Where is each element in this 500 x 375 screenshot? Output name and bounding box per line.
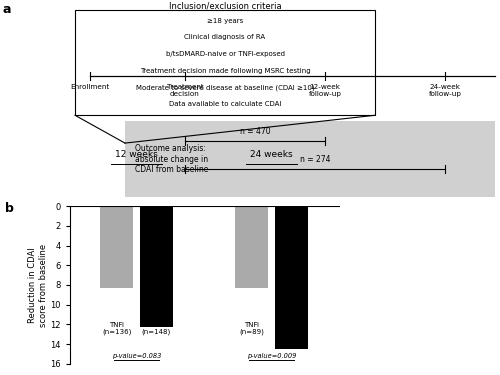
Bar bbox=[75, 10, 375, 115]
Text: p-value=0.009: p-value=0.009 bbox=[247, 353, 296, 359]
Text: Clinical diagnosis of RA: Clinical diagnosis of RA bbox=[184, 34, 266, 40]
Bar bbox=[140, 206, 173, 327]
Text: n = 274: n = 274 bbox=[300, 155, 330, 164]
Bar bbox=[235, 206, 268, 288]
Text: TNFi
(n=89): TNFi (n=89) bbox=[240, 322, 264, 335]
Bar bbox=[125, 121, 495, 197]
Text: b/tsDMARD-naive or TNFi-exposed: b/tsDMARD-naive or TNFi-exposed bbox=[166, 51, 284, 57]
Text: Enrollment: Enrollment bbox=[70, 84, 110, 90]
Text: b: b bbox=[5, 202, 14, 216]
Text: 12 weeks: 12 weeks bbox=[115, 150, 158, 159]
Text: Outcome analysis:
absolute change in
CDAI from baseline: Outcome analysis: absolute change in CDA… bbox=[135, 144, 208, 174]
Y-axis label: Reduction in CDAI
score from baseline: Reduction in CDAI score from baseline bbox=[28, 243, 48, 327]
Text: 24-week
follow-up: 24-week follow-up bbox=[428, 84, 462, 98]
Text: 24 weeks: 24 weeks bbox=[250, 150, 293, 159]
Text: Treatment decision made following MSRC testing: Treatment decision made following MSRC t… bbox=[140, 68, 310, 74]
Text: Inclusion/exclusion criteria: Inclusion/exclusion criteria bbox=[168, 2, 281, 11]
Text: Treatment
decision: Treatment decision bbox=[166, 84, 203, 98]
Text: Moderate to severe disease at baseline (CDAI ≥10): Moderate to severe disease at baseline (… bbox=[136, 84, 314, 91]
Text: TNFi
(n=136): TNFi (n=136) bbox=[102, 322, 132, 335]
Text: 12-week
follow-up: 12-week follow-up bbox=[308, 84, 342, 98]
Text: p-value=0.083: p-value=0.083 bbox=[112, 353, 161, 359]
Text: a: a bbox=[2, 3, 11, 16]
Text: Data available to calculate CDAI: Data available to calculate CDAI bbox=[169, 101, 281, 107]
Text: altMOA
(n=148): altMOA (n=148) bbox=[142, 322, 171, 335]
Bar bbox=[100, 206, 134, 288]
Text: n = 470: n = 470 bbox=[240, 127, 270, 136]
Text: ≥18 years: ≥18 years bbox=[207, 18, 243, 24]
Text: altMOA
(n=84): altMOA (n=84) bbox=[278, 322, 303, 335]
Bar bbox=[274, 206, 308, 349]
